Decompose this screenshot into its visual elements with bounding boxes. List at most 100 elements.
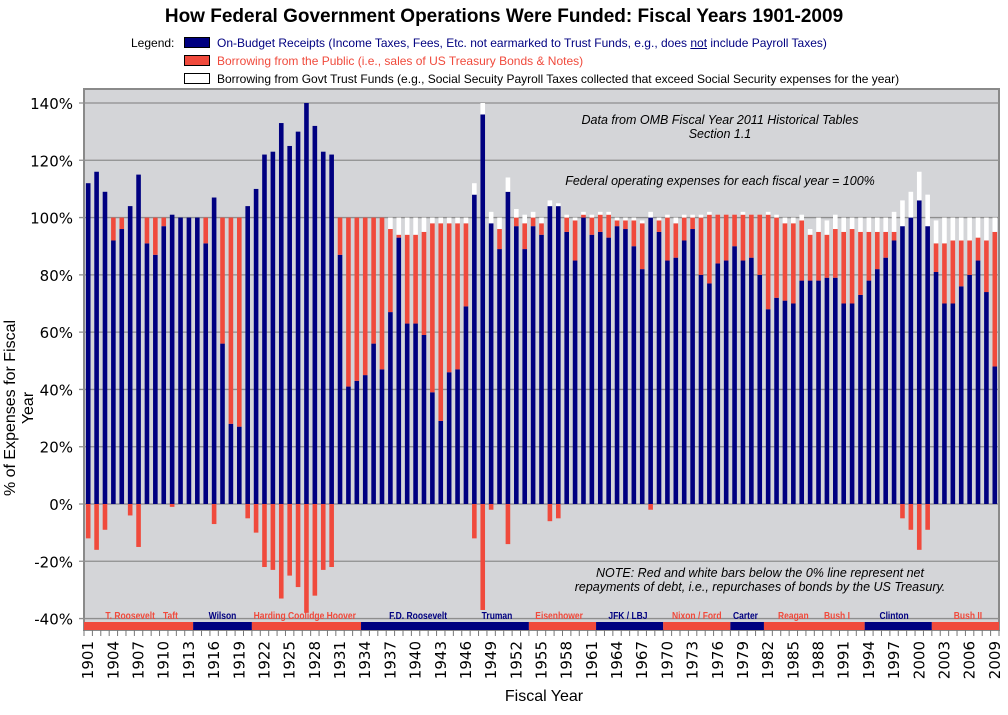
bar-borrow-public-1925	[287, 504, 292, 576]
bar-borrow-public-1919	[236, 217, 242, 427]
bar-borrow-public-1944	[446, 223, 452, 373]
bar-borrow-trust-2004	[950, 217, 956, 241]
bar-borrow-public-1940	[413, 234, 418, 324]
bar-on-budget-1920	[245, 206, 250, 504]
bar-on-budget-1996	[883, 257, 888, 504]
bar-borrow-public-1981	[757, 214, 763, 275]
bar-on-budget-1908	[144, 243, 150, 504]
bar-borrow-public-1990	[833, 229, 838, 278]
bar-borrow-trust-1960	[581, 211, 586, 215]
bar-on-budget-1930	[329, 154, 334, 505]
bar-borrow-public-1902	[94, 504, 99, 550]
bar-borrow-trust-1988	[816, 217, 821, 232]
x-tick-label: 1982	[759, 641, 777, 679]
bar-on-budget-1948	[480, 114, 486, 504]
bar-borrow-public-1987	[807, 234, 813, 281]
bar-on-budget-1929	[320, 151, 326, 504]
president-term-band	[931, 622, 999, 630]
bar-borrow-trust-1959	[572, 217, 578, 221]
bar-borrow-public-1954	[530, 217, 536, 227]
bar-borrow-public-1960	[581, 214, 586, 218]
bar-on-budget-1954	[530, 226, 536, 504]
bar-borrow-public-2001	[925, 504, 930, 530]
bar-borrow-public-1989	[824, 234, 830, 278]
bar-borrow-public-1934	[362, 217, 368, 376]
bar-on-budget-1992	[849, 303, 855, 504]
bar-on-budget-1936	[379, 369, 385, 504]
president-term-band	[193, 622, 252, 630]
bar-borrow-public-1923	[270, 504, 276, 570]
x-tick-label: 1943	[432, 641, 450, 679]
bar-on-budget-1926	[295, 131, 301, 504]
bar-on-budget-1945	[455, 369, 460, 504]
y-tick-label: 80%	[40, 267, 73, 285]
bar-on-budget-1919	[236, 426, 242, 504]
bar-borrow-public-1962	[597, 214, 603, 232]
bar-on-budget-1988	[816, 280, 821, 504]
bar-on-budget-1969	[656, 231, 662, 504]
bar-on-budget-1938	[396, 237, 402, 504]
bar-borrow-public-2009	[992, 231, 998, 367]
note-line-2: repayments of debt, i.e., repurchases of…	[574, 580, 946, 594]
x-tick-label: 1955	[533, 641, 551, 679]
bar-on-budget-1913	[186, 217, 192, 505]
x-tick-label: 1976	[709, 641, 727, 679]
bar-on-budget-1927	[304, 103, 309, 504]
x-tick-label: 1994	[860, 641, 878, 679]
president-label: Truman	[482, 610, 513, 621]
bar-on-budget-1960	[581, 217, 586, 505]
x-tick-label: 1979	[734, 641, 752, 679]
bar-borrow-trust-1995	[874, 217, 880, 232]
bar-borrow-trust-2006	[967, 217, 972, 241]
bar-borrow-public-1909	[153, 217, 158, 255]
x-tick-label: 1961	[583, 641, 601, 679]
bar-on-budget-1910	[161, 226, 167, 504]
bar-borrow-public-1952	[514, 217, 519, 227]
bar-borrow-public-1937	[388, 229, 393, 313]
bar-borrow-public-1997	[891, 231, 897, 241]
bar-borrow-public-1984	[782, 223, 788, 301]
president-term-band	[251, 622, 362, 630]
bar-borrow-public-1943	[438, 223, 444, 421]
bar-on-budget-1943	[438, 420, 444, 504]
bar-on-budget-1978	[732, 246, 737, 504]
bar-on-budget-1922	[262, 154, 267, 505]
bar-borrow-public-1977	[723, 214, 729, 261]
bar-borrow-public-1941	[421, 231, 427, 336]
bar-borrow-trust-1944	[446, 217, 452, 224]
x-tick-label: 2000	[910, 641, 928, 679]
bar-borrow-public-1908	[144, 217, 150, 244]
bar-borrow-public-1953	[522, 223, 528, 250]
president-term-band	[84, 622, 194, 630]
bar-borrow-public-1983	[774, 217, 779, 298]
bar-on-budget-1957	[555, 206, 561, 504]
bar-on-budget-1951	[505, 191, 511, 505]
bar-borrow-trust-2007	[975, 217, 981, 238]
bar-on-budget-1993	[858, 294, 863, 504]
bar-borrow-public-1907	[136, 504, 141, 547]
bar-borrow-trust-1966	[631, 217, 637, 221]
president-label: Reagan	[778, 610, 809, 621]
bar-borrow-public-1991	[841, 231, 847, 304]
bar-borrow-public-1975	[707, 214, 712, 284]
bar-borrow-trust-1950	[497, 217, 502, 230]
bar-on-budget-1916	[211, 197, 217, 504]
bar-borrow-public-2006	[967, 240, 972, 275]
bar-borrow-public-1947	[472, 504, 477, 539]
bar-borrow-public-1967	[639, 223, 645, 270]
bar-on-budget-1939	[404, 323, 410, 504]
bar-borrow-public-1921	[253, 504, 259, 533]
bar-borrow-public-1988	[816, 231, 821, 281]
bar-borrow-trust-1972	[681, 214, 687, 218]
bar-borrow-trust-1957	[555, 203, 561, 207]
legend-entry-borrowing-public: Borrowing from the Public (i.e., sales o…	[184, 54, 583, 68]
president-term-band	[730, 622, 764, 630]
legend-swatch-red	[184, 55, 210, 66]
president-term-band	[528, 622, 597, 630]
bar-borrow-public-2005	[958, 240, 964, 287]
x-axis-label: Fiscal Year	[504, 688, 584, 705]
bar-on-budget-1974	[698, 274, 704, 504]
x-tick-label: 1937	[381, 641, 399, 679]
bar-on-budget-1987	[807, 280, 813, 504]
bar-on-budget-1901	[85, 183, 91, 504]
